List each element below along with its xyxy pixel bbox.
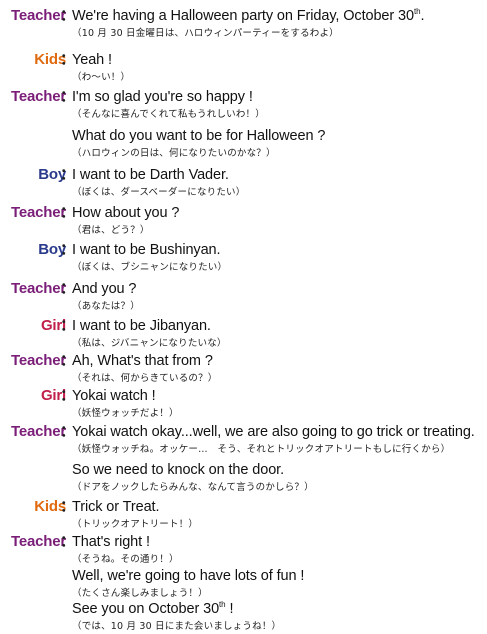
speaker-name: Teacher: [10, 88, 66, 105]
english-line: I'm so glad you're so happy !: [72, 87, 253, 107]
dialogue-line: Boy： I want to be Bushinyan.: [0, 240, 487, 260]
dialogue-line: Teacher： Ah, What's that from ?: [0, 351, 487, 371]
speaker-name: Teacher: [10, 7, 66, 24]
speaker-colon: ：: [60, 241, 76, 258]
english-text: I'm so glad you're so happy !: [72, 89, 253, 105]
english-text: Yokai watch okay...well, we are also goi…: [72, 424, 475, 440]
japanese-translation: （あなたは？）: [72, 301, 140, 312]
japanese-translation: （たくさん楽しみましょう！）: [72, 588, 208, 599]
japanese-translation: （それは、何からきているの？）: [72, 373, 218, 384]
dialogue-line: Teacher： I'm so glad you're so happy !: [0, 87, 487, 107]
english-line: Trick or Treat.: [72, 497, 159, 517]
dialogue-line: Boy： I want to be Darth Vader.: [0, 165, 487, 185]
japanese-translation: （10 月 30 日金曜日は、ハロウィンパーティーをするわよ）: [72, 28, 339, 39]
english-line: Ah, What's that from ?: [72, 351, 213, 371]
speaker-colon: ：: [60, 7, 76, 24]
dialogue-line: Girl： I want to be Jibanyan.: [0, 316, 487, 336]
dialogue-line: Teacher： And you ?: [0, 279, 487, 299]
speaker-name: Teacher: [10, 423, 66, 440]
speaker-colon: ：: [60, 166, 76, 183]
speaker-colon: ：: [60, 51, 76, 68]
japanese-translation: （ぼくは、ダースベーダーになりたい）: [72, 187, 246, 198]
dialogue-line: Teacher： How about you ?: [0, 203, 487, 223]
english-text: Ah, What's that from ?: [72, 353, 213, 369]
english-text: That's right !: [72, 534, 150, 550]
english-text-end: !: [225, 601, 234, 617]
dialogue-line: Girl： Yokai watch !: [0, 386, 487, 406]
speaker-colon: ：: [60, 280, 76, 297]
english-text: Well, we're going to have lots of fun !: [72, 568, 305, 584]
english-line: We're having a Halloween party on Friday…: [72, 6, 425, 26]
english-text: How about you ?: [72, 205, 180, 221]
speaker-name: Teacher: [10, 280, 66, 297]
english-text: Yeah !: [72, 52, 112, 68]
speaker-colon: ：: [60, 387, 76, 404]
english-line: I want to be Bushinyan.: [72, 240, 221, 260]
english-line: Well, we're going to have lots of fun !: [72, 566, 304, 586]
english-text: Yokai watch !: [72, 388, 156, 404]
speaker-colon: ：: [60, 352, 76, 369]
english-text: See you on October 30: [72, 601, 220, 617]
english-line: Yokai watch okay...well, we are also goi…: [72, 422, 475, 442]
english-line: Yeah !: [72, 50, 112, 70]
dialogue-line: Teacher： Yokai watch okay...well, we are …: [0, 422, 487, 442]
japanese-translation: （そんなに喜んでくれて私もうれしいわ！）: [72, 109, 265, 120]
dialogue-line: Teacher： We're having a Halloween party o…: [0, 6, 487, 26]
japanese-translation: （ぼくは、ブシニャンになりたい）: [72, 262, 228, 273]
speaker-name: Kids: [34, 51, 66, 68]
english-text: We're having a Halloween party on Friday…: [72, 8, 414, 24]
english-line: I want to be Jibanyan.: [72, 316, 211, 336]
speaker-colon: ：: [60, 88, 76, 105]
dialogue-line: Kids： Trick or Treat.: [0, 497, 487, 517]
english-line: I want to be Darth Vader.: [72, 165, 229, 185]
dialogue-line: Well, we're going to have lots of fun !: [0, 566, 487, 586]
dialogue-line: Teacher： That's right !: [0, 532, 487, 552]
ordinal-suffix: th: [414, 7, 421, 17]
japanese-translation: （そうね。その通り！）: [72, 554, 179, 565]
english-line: What do you want to be for Halloween ?: [72, 126, 325, 146]
english-text: Trick or Treat.: [72, 499, 160, 515]
english-line: How about you ?: [72, 203, 179, 223]
speaker-name: Girl: [40, 317, 66, 334]
speaker-colon: ：: [60, 204, 76, 221]
speaker-name: Boy: [38, 166, 66, 183]
japanese-translation: （では、10 月 30 日にまた会いましょうね！）: [72, 621, 282, 632]
english-text: I want to be Bushinyan.: [72, 242, 221, 258]
japanese-translation: （君は、どう？）: [72, 225, 150, 236]
speaker-name: Teacher: [10, 352, 66, 369]
english-text-end: .: [420, 8, 425, 24]
ordinal-suffix: th: [219, 600, 226, 610]
speaker-name: Boy: [38, 241, 66, 258]
english-text: And you ?: [72, 281, 137, 297]
english-line: Yokai watch !: [72, 386, 156, 406]
japanese-translation: （わ～い！）: [72, 72, 131, 83]
speaker-colon: ：: [60, 423, 76, 440]
dialogue-line: What do you want to be for Halloween ?: [0, 126, 487, 146]
english-text: I want to be Darth Vader.: [72, 167, 229, 183]
english-text: I want to be Jibanyan.: [72, 318, 211, 334]
japanese-translation: （ドアをノックしたらみんな、なんて言うのかしら？）: [72, 482, 314, 493]
dialogue-line: So we need to knock on the door.: [0, 460, 487, 480]
japanese-translation: （私は、ジバニャンになりたいな）: [72, 338, 227, 349]
dialogue-line: See you on October 30th !: [0, 599, 487, 619]
speaker-colon: ：: [60, 533, 76, 550]
english-text: So we need to knock on the door.: [72, 462, 285, 478]
japanese-translation: （トリックオアトリート！）: [72, 519, 199, 530]
english-line: So we need to knock on the door.: [72, 460, 284, 480]
japanese-translation: （妖怪ウォッチね。オッケー… そう、それとトリックオアトリートもしに行くから）: [72, 444, 451, 455]
speaker-name: Girl: [40, 387, 66, 404]
english-line: See you on October 30th !: [72, 599, 233, 619]
japanese-translation: （ハロウィンの日は、何になりたいのかな？）: [72, 148, 276, 159]
speaker-name: Teacher: [10, 533, 66, 550]
speaker-name: Kids: [34, 498, 66, 515]
speaker-name: Teacher: [10, 204, 66, 221]
dialogue-line: Kids： Yeah !: [0, 50, 487, 70]
english-line: And you ?: [72, 279, 137, 299]
english-line: That's right !: [72, 532, 150, 552]
speaker-colon: ：: [60, 498, 76, 515]
japanese-translation: （妖怪ウォッチだよ！）: [72, 408, 179, 419]
english-text: What do you want to be for Halloween ?: [72, 128, 326, 144]
speaker-colon: ：: [60, 317, 76, 334]
